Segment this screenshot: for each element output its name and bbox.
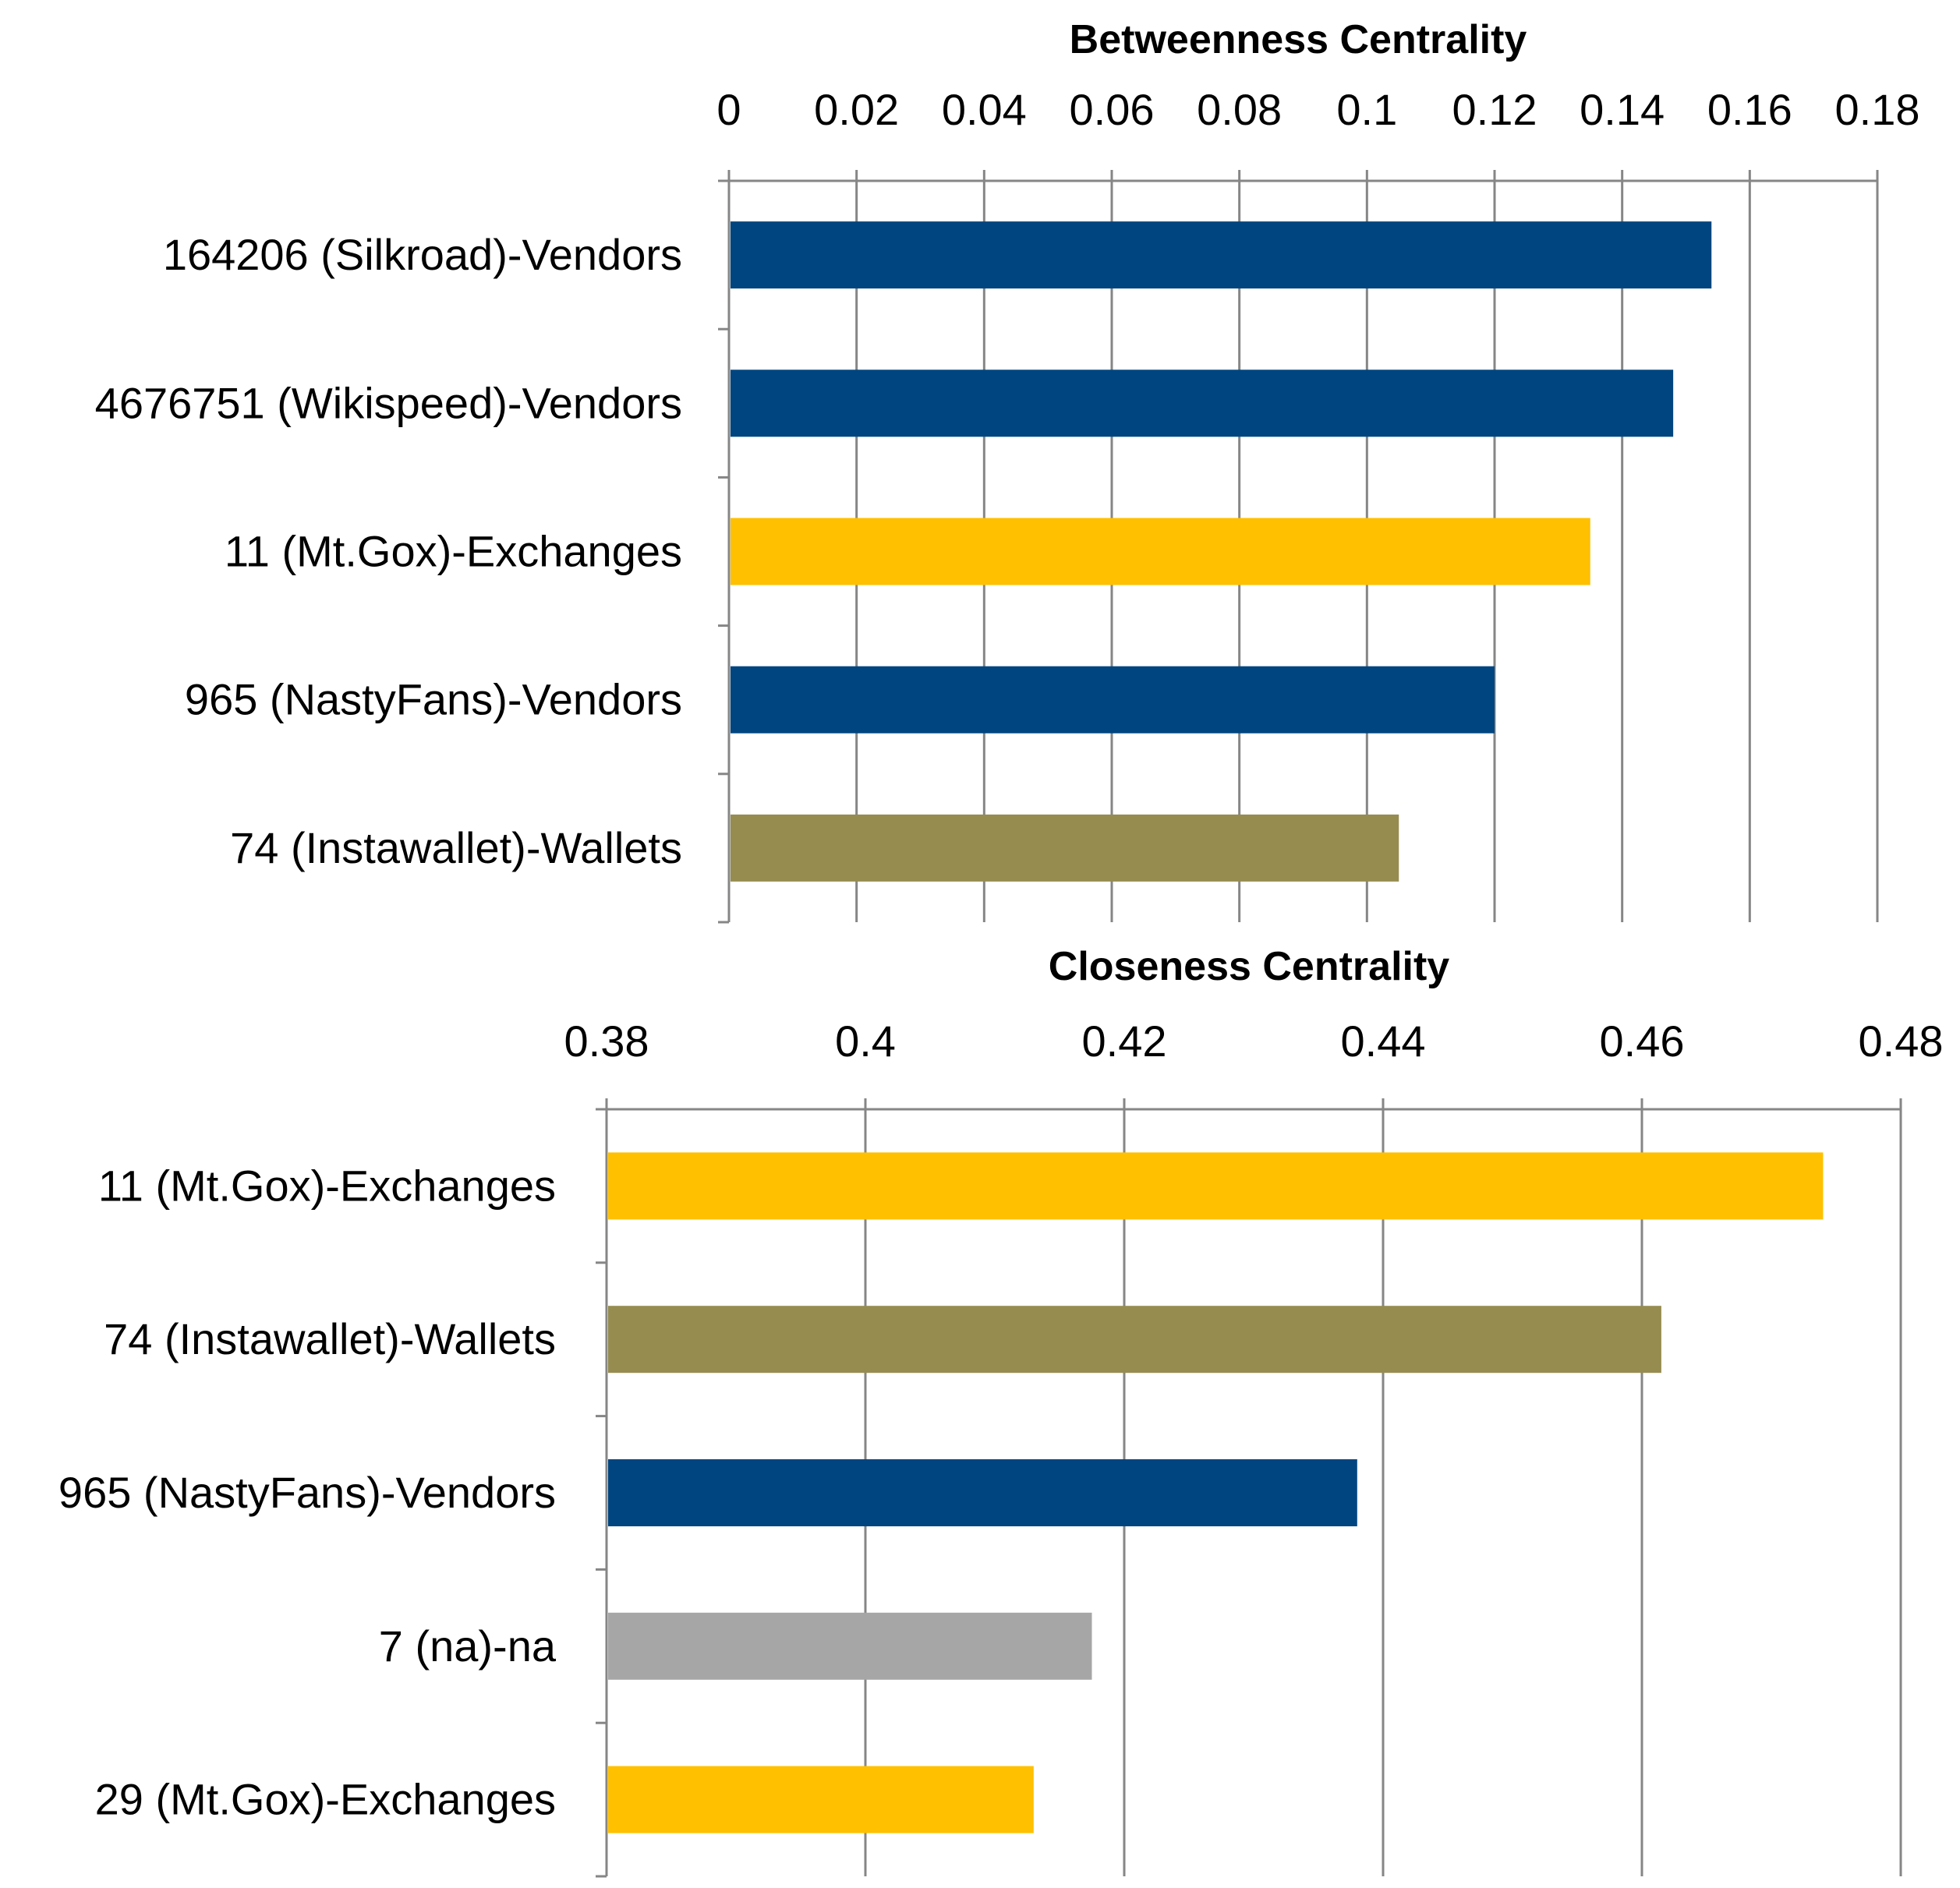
closeness-tick-label: 0.4 bbox=[835, 1016, 896, 1066]
closeness-category-label: 29 (Mt.Gox)-Exchanges bbox=[95, 1775, 556, 1824]
closeness-category-label: 74 (Instawallet)-Wallets bbox=[104, 1314, 556, 1363]
closeness-tick-label: 0.48 bbox=[1859, 1016, 1944, 1066]
betweenness-category-label: 4676751 (Wikispeed)-Vendors bbox=[95, 378, 682, 427]
closeness-category-label: 7 (na)-na bbox=[379, 1621, 557, 1671]
betweenness-tick-label: 0.14 bbox=[1580, 85, 1665, 134]
betweenness-category-labels: 164206 (Silkroad)-Vendors 4676751 (Wikisp… bbox=[95, 230, 682, 872]
betweenness-bar bbox=[731, 369, 1674, 437]
closeness-bar bbox=[608, 1612, 1092, 1680]
betweenness-tick-label: 0.02 bbox=[814, 85, 899, 134]
betweenness-bar bbox=[731, 814, 1399, 882]
betweenness-category-label: 164206 (Silkroad)-Vendors bbox=[163, 230, 682, 279]
betweenness-bar bbox=[731, 518, 1590, 585]
betweenness-category-label: 74 (Instawallet)-Wallets bbox=[230, 823, 682, 872]
betweenness-bars bbox=[731, 221, 1712, 882]
betweenness-tick-label: 0.16 bbox=[1707, 85, 1792, 134]
closeness-tick-label: 0.38 bbox=[564, 1016, 649, 1066]
closeness-bar bbox=[608, 1766, 1034, 1833]
closeness-category-labels: 11 (Mt.Gox)-Exchanges 74 (Instawallet)-Wa… bbox=[58, 1161, 557, 1823]
betweenness-chart-title: Betweenness Centrality bbox=[1070, 17, 1527, 62]
betweenness-tick-label: 0.18 bbox=[1835, 85, 1920, 134]
closeness-tick-label: 0.46 bbox=[1600, 1016, 1685, 1066]
closeness-centrality-chart: Closeness Centrality 0.38 0.4 0.42 0.44 0.46… bbox=[58, 944, 1944, 1878]
betweenness-x-axis: 0 0.02 0.04 0.06 0.08 0.1 0.12 0.14 0.16 0.18 bbox=[716, 85, 1920, 924]
betweenness-tick-label: 0.08 bbox=[1197, 85, 1282, 134]
betweenness-tick-label: 0.12 bbox=[1452, 85, 1537, 134]
betweenness-bar bbox=[731, 221, 1712, 289]
closeness-bar bbox=[608, 1152, 1824, 1220]
betweenness-tick-label: 0.06 bbox=[1070, 85, 1155, 134]
betweenness-category-label: 965 (NastyFans)-Vendors bbox=[185, 675, 682, 724]
betweenness-category-label: 11 (Mt.Gox)-Exchanges bbox=[225, 527, 682, 576]
betweenness-bar bbox=[731, 666, 1495, 734]
closeness-tick-label: 0.44 bbox=[1341, 1016, 1426, 1066]
closeness-category-label: 965 (NastyFans)-Vendors bbox=[58, 1468, 556, 1517]
closeness-x-axis: 0.38 0.4 0.42 0.44 0.46 0.48 bbox=[564, 1016, 1944, 1878]
closeness-bar bbox=[608, 1459, 1357, 1526]
betweenness-tick-label: 0.04 bbox=[942, 85, 1027, 134]
betweenness-centrality-chart: Betweenness Centrality 0 0.02 0.04 0.06 0.08… bbox=[95, 17, 1920, 924]
closeness-chart-title: Closeness Centrality bbox=[1049, 944, 1449, 989]
betweenness-tick-label: 0 bbox=[716, 85, 741, 134]
closeness-bar bbox=[608, 1306, 1661, 1374]
betweenness-tick-label: 0.1 bbox=[1336, 85, 1397, 134]
closeness-tick-label: 0.42 bbox=[1082, 1016, 1167, 1066]
closeness-bars bbox=[608, 1152, 1824, 1833]
closeness-category-label: 11 (Mt.Gox)-Exchanges bbox=[98, 1161, 556, 1210]
